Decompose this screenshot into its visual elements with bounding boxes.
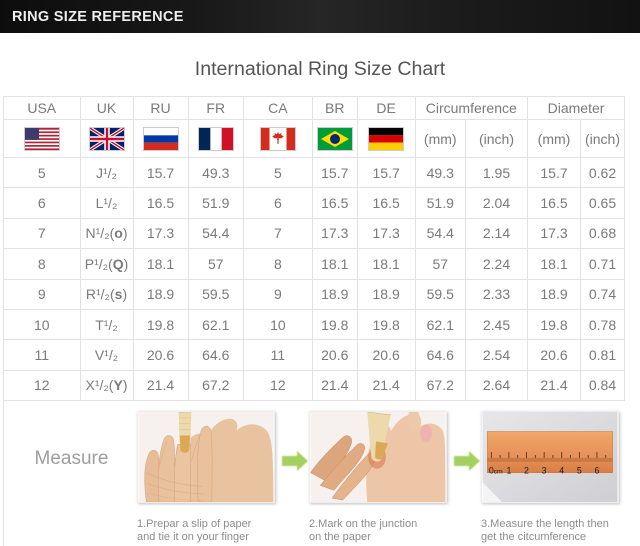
svg-text:cm: cm <box>494 469 503 476</box>
svg-text:6: 6 <box>595 466 600 476</box>
svg-text:4: 4 <box>559 466 564 476</box>
svg-text:3: 3 <box>542 466 547 476</box>
svg-text:1: 1 <box>506 466 511 476</box>
svg-text:2: 2 <box>524 466 529 476</box>
svg-text:5: 5 <box>577 466 582 476</box>
